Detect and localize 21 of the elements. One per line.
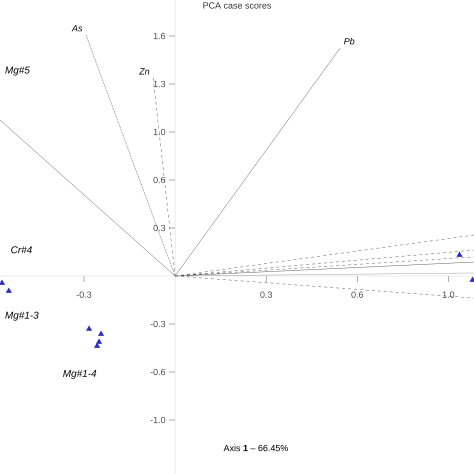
y-tick-label: 0.6 (153, 176, 166, 184)
y-tick-label: 1.3 (154, 80, 166, 88)
y-tick-label: 1.6 (154, 32, 166, 40)
x-tick-label: 0.6 (351, 291, 364, 298)
annotation: Mg#5 (5, 66, 30, 76)
annotation: Mg#1-4 (63, 370, 96, 379)
chart-title: PCA case scores (203, 2, 272, 9)
y-tick-label: 1.0 (154, 128, 166, 136)
series-label: Pb (344, 38, 354, 44)
series-label: Zn (139, 68, 150, 74)
annotation: Mg#1-3 (5, 312, 39, 321)
x-tick-label: 0.3 (260, 291, 272, 298)
y-tick-label: -0.3 (150, 320, 166, 328)
x-axis-title: Axis 1 – 66.45% (224, 444, 288, 452)
y-tick-label: 0.3 (153, 224, 166, 232)
y-tick-label: -0.6 (150, 368, 166, 376)
y-tick-label: -1.0 (150, 416, 166, 424)
x-tick-label: -0.3 (76, 291, 92, 298)
series-label: As (72, 25, 82, 32)
x-tick-label: 1.0 (442, 291, 454, 298)
annotation: Cr#4 (11, 246, 32, 254)
